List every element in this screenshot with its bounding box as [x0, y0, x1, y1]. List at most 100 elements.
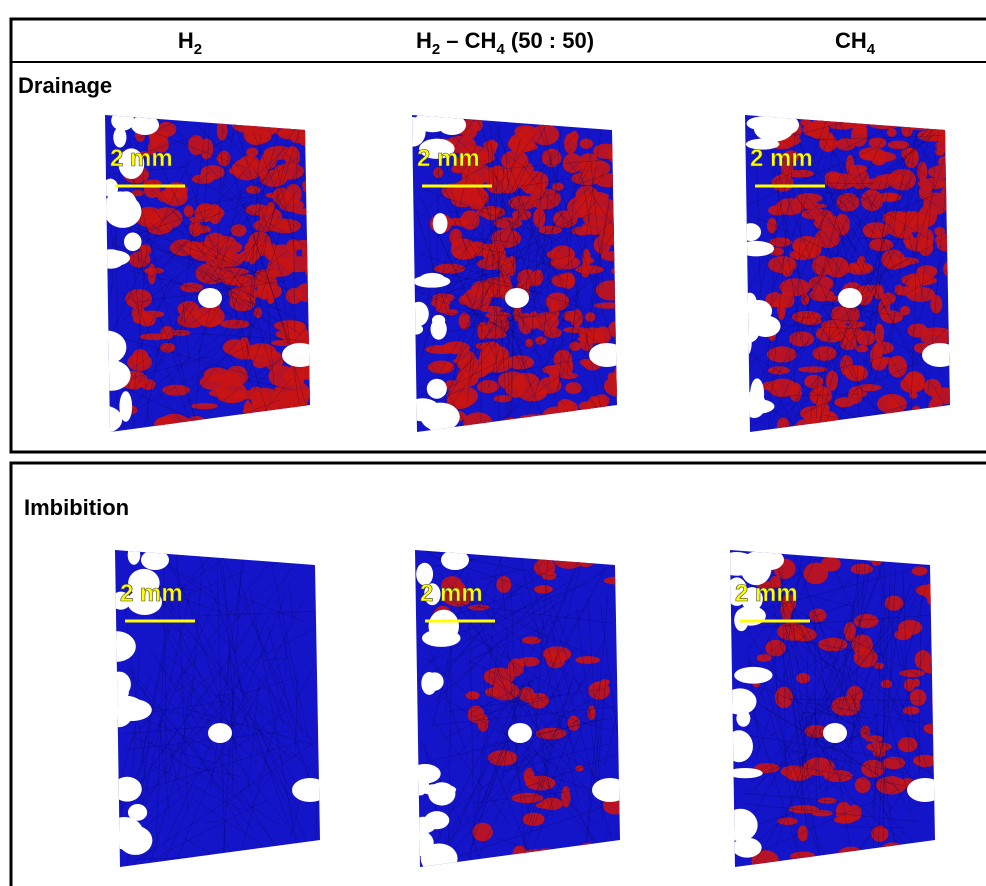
red-patch: [779, 291, 795, 308]
texture: [477, 643, 507, 739]
red-patch: [283, 368, 297, 384]
texture: [829, 730, 870, 748]
texture: [797, 640, 861, 652]
red-patch: [259, 169, 288, 187]
texture: [164, 724, 181, 798]
texture: [495, 593, 592, 774]
texture: [755, 115, 761, 298]
red-patch: [887, 395, 900, 410]
texture: [442, 550, 560, 674]
red-patch: [523, 767, 535, 785]
texture: [795, 275, 825, 307]
texture: [269, 552, 309, 740]
red-patch: [824, 256, 850, 278]
red-patch: [190, 402, 218, 410]
texture: [503, 730, 531, 815]
red-patch: [855, 330, 876, 346]
texture: [429, 267, 567, 406]
texture: [747, 653, 820, 855]
texture: [163, 551, 167, 779]
texture: [487, 140, 500, 432]
texture: [122, 136, 258, 333]
texture: [780, 583, 916, 823]
header-text: H: [416, 28, 432, 53]
texture: [444, 650, 451, 714]
texture: [873, 193, 936, 222]
column-header: H2: [178, 28, 202, 58]
texture: [210, 556, 245, 789]
red-patch: [231, 158, 262, 181]
texture: [783, 338, 841, 432]
header-text: CH: [835, 28, 867, 53]
texture: [448, 207, 498, 213]
texture: [503, 152, 527, 169]
red-patch: [575, 656, 601, 664]
red-patch: [531, 124, 560, 146]
scale-label: 2 mm: [735, 580, 798, 607]
texture: [477, 267, 606, 420]
red-patch: [458, 312, 471, 330]
red-patch: [569, 341, 582, 351]
red-patch: [894, 629, 912, 641]
texture: [141, 759, 243, 811]
texture: [444, 715, 516, 844]
texture: [785, 119, 894, 297]
texture: [834, 746, 902, 792]
texture: [450, 191, 558, 373]
texture: [447, 330, 560, 389]
texture: [513, 733, 572, 768]
texture: [428, 645, 469, 760]
texture: [445, 147, 549, 299]
rock-image: 2 mm: [730, 550, 935, 867]
texture: [128, 356, 210, 380]
red-patch: [912, 678, 921, 687]
texture: [472, 257, 617, 391]
texture: [129, 550, 280, 744]
texture: [258, 729, 292, 790]
texture: [800, 588, 864, 746]
texture: [267, 274, 307, 408]
red-patch: [855, 384, 882, 392]
texture: [440, 704, 508, 741]
texture: [266, 291, 275, 392]
row-label: Imbibition: [24, 495, 129, 520]
texture: [794, 351, 942, 417]
texture: [883, 550, 885, 842]
texture: [805, 115, 840, 328]
red-patch: [533, 558, 556, 577]
texture: [799, 144, 845, 241]
red-patch: [551, 273, 575, 288]
red-patch: [147, 140, 158, 156]
texture: [548, 611, 594, 723]
texture: [156, 156, 183, 212]
void: [425, 672, 444, 691]
red-patch: [824, 132, 835, 151]
subscript: 2: [432, 41, 440, 58]
texture: [793, 190, 803, 386]
texture: [565, 148, 595, 209]
texture: [292, 175, 296, 334]
texture: [813, 135, 942, 141]
texture: [125, 603, 173, 841]
texture: [785, 550, 806, 658]
texture: [551, 629, 612, 840]
texture: [584, 597, 608, 859]
texture: [824, 119, 922, 430]
texture: [135, 302, 191, 409]
red-patch: [887, 140, 910, 150]
texture: [767, 137, 884, 398]
texture: [131, 345, 247, 413]
void: [428, 609, 460, 643]
texture: [450, 297, 532, 347]
scale-label: 2 mm: [420, 580, 483, 607]
texture: [772, 128, 832, 290]
texture: [152, 577, 307, 797]
texture: [839, 585, 894, 781]
texture: [585, 335, 611, 405]
red-patch: [803, 757, 835, 776]
texture: [208, 115, 310, 241]
texture: [472, 178, 523, 287]
void: [823, 723, 847, 743]
texture: [752, 351, 798, 432]
texture: [854, 193, 874, 206]
